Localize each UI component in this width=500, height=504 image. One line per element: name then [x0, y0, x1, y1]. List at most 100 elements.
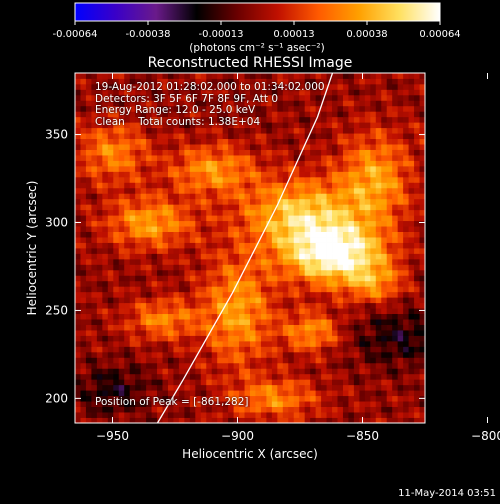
heatmap-cell: [200, 302, 207, 309]
heatmap-cell: [217, 291, 224, 298]
heatmap-cell: [260, 89, 267, 96]
heatmap-cell: [211, 111, 218, 118]
heatmap-cell: [96, 231, 103, 238]
heatmap-cell: [250, 384, 256, 391]
heatmap-cell: [408, 351, 415, 358]
heatmap-cell: [419, 291, 425, 298]
heatmap-cell: [332, 187, 338, 194]
heatmap-cell: [113, 373, 120, 380]
heatmap-cell: [386, 171, 393, 178]
heatmap-cell: [408, 390, 415, 397]
heatmap-cell: [102, 417, 109, 423]
heatmap-cell: [239, 319, 245, 325]
heatmap-cell: [288, 368, 295, 375]
heatmap-cell: [271, 401, 278, 407]
heatmap-cell: [85, 275, 92, 282]
heatmap-cell: [75, 111, 81, 118]
heatmap-cell: [167, 401, 174, 407]
heatmap-cell: [140, 231, 147, 238]
heatmap-cell: [162, 362, 169, 369]
heatmap-cell: [200, 226, 207, 232]
heatmap-cell: [167, 215, 174, 222]
heatmap-cell: [178, 390, 185, 397]
heatmap-cell: [260, 269, 267, 276]
heatmap-cell: [266, 368, 273, 375]
heatmap-cell: [332, 330, 338, 336]
heatmap-cell: [386, 100, 393, 107]
heatmap-cell: [75, 100, 81, 107]
heatmap-cell: [102, 73, 109, 79]
heatmap-cell: [364, 390, 371, 397]
heatmap-cell: [173, 176, 180, 183]
heatmap-cell: [403, 258, 409, 265]
heatmap-cell: [113, 330, 120, 336]
heatmap-cell: [135, 286, 142, 293]
heatmap-cell: [233, 417, 240, 423]
heatmap-cell: [140, 269, 147, 276]
heatmap-cell: [124, 264, 131, 271]
heatmap-cell: [326, 242, 333, 249]
heatmap-cell: [184, 242, 191, 249]
heatmap-cell: [370, 275, 377, 282]
heatmap-cell: [162, 417, 169, 423]
heatmap-cell: [135, 204, 142, 211]
heatmap-cell: [96, 346, 103, 353]
heatmap-cell: [146, 269, 152, 276]
heatmap-cell: [271, 78, 278, 85]
heatmap-cell: [375, 319, 382, 325]
heatmap-cell: [386, 291, 393, 298]
heatmap-cell: [370, 226, 377, 232]
heatmap-cell: [113, 127, 120, 134]
heatmap-cell: [266, 340, 273, 347]
heatmap-cell: [173, 373, 180, 380]
heatmap-cell: [228, 324, 234, 331]
heatmap-cell: [255, 313, 262, 320]
heatmap-cell: [129, 94, 136, 101]
heatmap-cell: [271, 258, 278, 265]
heatmap-cell: [250, 122, 256, 129]
heatmap-cell: [244, 133, 251, 140]
heatmap-cell: [277, 302, 284, 309]
heatmap-cell: [222, 286, 229, 293]
heatmap-cell: [91, 291, 98, 298]
heatmap-cell: [233, 390, 240, 397]
heatmap-cell: [304, 78, 311, 85]
heatmap-cell: [113, 340, 120, 347]
heatmap-cell: [80, 127, 87, 134]
heatmap-cell: [228, 395, 234, 402]
heatmap-cell: [200, 111, 207, 118]
heatmap-cell: [293, 384, 300, 391]
heatmap-cell: [271, 264, 278, 271]
heatmap-cell: [332, 226, 338, 232]
heatmap-cell: [102, 269, 109, 276]
colorbar-tick-label: 0.00038: [346, 29, 387, 40]
heatmap-cell: [178, 368, 185, 375]
heatmap-cell: [233, 373, 240, 380]
heatmap-cell: [293, 264, 300, 271]
heatmap-cell: [386, 319, 393, 325]
heatmap-cell: [102, 313, 109, 320]
heatmap-cell: [96, 220, 103, 227]
heatmap-cell: [102, 395, 109, 402]
heatmap-cell: [315, 133, 322, 140]
heatmap-cell: [370, 242, 377, 249]
heatmap-cell: [386, 116, 393, 123]
heatmap-cell: [80, 346, 87, 353]
heatmap-cell: [381, 165, 388, 172]
heatmap-cell: [271, 215, 278, 222]
heatmap-cell: [217, 248, 224, 254]
heatmap-cell: [124, 94, 131, 101]
heatmap-cell: [293, 127, 300, 134]
heatmap-cell: [91, 264, 98, 271]
heatmap-cell: [342, 176, 349, 183]
heatmap-cell: [80, 275, 87, 282]
heatmap-cell: [211, 351, 218, 358]
heatmap-cell: [321, 302, 327, 309]
heatmap-cell: [348, 313, 355, 320]
heatmap-cell: [353, 264, 360, 271]
heatmap-cell: [332, 319, 338, 325]
heatmap-cell: [102, 176, 109, 183]
heatmap-cell: [85, 373, 92, 380]
heatmap-cell: [392, 122, 399, 129]
heatmap-cell: [326, 155, 333, 161]
